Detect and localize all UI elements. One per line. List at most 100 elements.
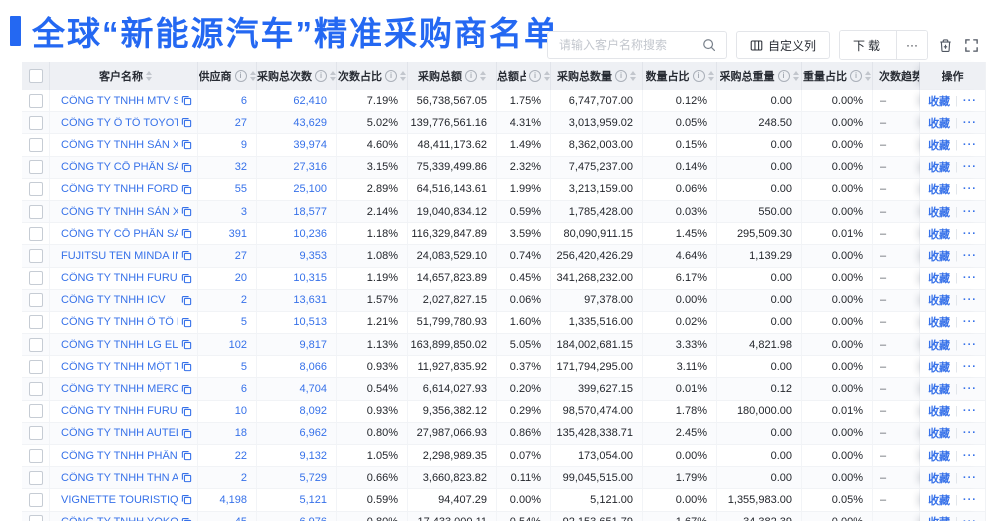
trash-icon[interactable]: [937, 37, 954, 54]
row-more-button[interactable]: ···: [962, 116, 977, 129]
sort-icon[interactable]: [400, 71, 406, 81]
row-more-button[interactable]: ···: [962, 427, 977, 440]
row-more-button[interactable]: ···: [962, 449, 977, 462]
column-header-8[interactable]: 采购总重量 i: [717, 62, 802, 90]
row-more-button[interactable]: ···: [962, 138, 977, 151]
purchase-count-cell[interactable]: 13,631: [257, 289, 337, 311]
row-more-button[interactable]: ···: [962, 161, 977, 174]
column-header-7[interactable]: 数量占比 i: [643, 62, 717, 90]
favorite-button[interactable]: 收藏: [928, 273, 951, 286]
row-checkbox[interactable]: [28, 359, 43, 374]
row-checkbox[interactable]: [28, 115, 43, 130]
copy-icon[interactable]: [181, 184, 192, 195]
purchase-count-cell[interactable]: 6,976: [257, 511, 337, 521]
copy-icon[interactable]: [181, 428, 192, 439]
purchase-count-cell[interactable]: 5,121: [257, 489, 337, 511]
suppliers-cell[interactable]: 3: [198, 200, 257, 223]
row-checkbox[interactable]: [28, 515, 43, 521]
row-checkbox[interactable]: [28, 315, 43, 330]
purchase-count-cell[interactable]: 9,132: [257, 445, 337, 467]
row-checkbox[interactable]: [28, 182, 43, 197]
purchase-count-cell[interactable]: 4,704: [257, 378, 337, 400]
purchase-count-cell[interactable]: 18,577: [257, 200, 337, 223]
row-checkbox[interactable]: [28, 160, 43, 175]
search-input[interactable]: [556, 37, 679, 53]
customer-name-link[interactable]: CÔNG TY TNHH MỘT THÀNH V...: [61, 360, 178, 373]
column-header-6[interactable]: 采购总数量 i: [551, 62, 643, 90]
customer-name-link[interactable]: CÔNG TY TNHH MTV SẢN XUẤ...: [61, 94, 178, 107]
purchase-count-cell[interactable]: 9,353: [257, 245, 337, 267]
row-more-button[interactable]: ···: [962, 294, 977, 307]
suppliers-cell[interactable]: 18: [198, 422, 257, 444]
customer-name-link[interactable]: CÔNG TY TNHH THN AUTOPAR...: [61, 471, 178, 484]
row-checkbox[interactable]: [28, 337, 43, 352]
copy-icon[interactable]: [181, 139, 192, 150]
copy-icon[interactable]: [181, 273, 192, 284]
customer-name-link[interactable]: CÔNG TY CỔ PHẦN SẢN XUẤT...: [61, 227, 178, 240]
customer-name-link[interactable]: CÔNG TY TNHH PHÂN PHỐI T...: [61, 449, 178, 462]
favorite-button[interactable]: 收藏: [928, 228, 951, 241]
purchase-count-cell[interactable]: 10,513: [257, 311, 337, 334]
select-all-checkbox[interactable]: [28, 69, 43, 83]
suppliers-cell[interactable]: 20: [198, 267, 257, 289]
row-checkbox[interactable]: [28, 448, 43, 463]
column-header-9[interactable]: 重量占比 i: [802, 62, 873, 90]
sort-icon[interactable]: [249, 71, 256, 81]
toolbar-more-button[interactable]: ···: [896, 31, 927, 59]
copy-icon[interactable]: [181, 228, 192, 239]
row-more-button[interactable]: ···: [962, 249, 977, 262]
favorite-button[interactable]: 收藏: [928, 339, 951, 352]
customer-name-link[interactable]: CÔNG TY TNHH YOKOWO VIỆT...: [61, 516, 178, 521]
row-checkbox[interactable]: [28, 226, 43, 241]
row-checkbox[interactable]: [28, 204, 43, 219]
copy-icon[interactable]: [181, 162, 192, 173]
row-more-button[interactable]: ···: [962, 94, 977, 107]
favorite-button[interactable]: 收藏: [928, 95, 951, 108]
favorite-button[interactable]: 收藏: [928, 250, 951, 263]
customize-columns-button[interactable]: 自定义列: [735, 31, 830, 59]
suppliers-cell[interactable]: 27: [198, 245, 257, 267]
row-checkbox[interactable]: [28, 382, 43, 397]
favorite-button[interactable]: 收藏: [928, 494, 951, 507]
download-button[interactable]: 下载: [839, 31, 896, 59]
sort-icon[interactable]: [865, 71, 871, 81]
customer-name-link[interactable]: FUJITSU TEN MINDA INDIA PVT...: [61, 249, 178, 262]
copy-icon[interactable]: [181, 339, 192, 350]
row-more-button[interactable]: ···: [962, 360, 977, 373]
row-more-button[interactable]: ···: [962, 183, 977, 196]
customer-name-link[interactable]: CÔNG TY TNHH FURUKAWA A...: [61, 272, 178, 285]
purchase-count-cell[interactable]: 25,100: [257, 178, 337, 200]
row-checkbox[interactable]: [28, 426, 43, 441]
purchase-count-cell[interactable]: 8,066: [257, 356, 337, 378]
row-more-button[interactable]: ···: [962, 338, 977, 351]
row-more-button[interactable]: ···: [962, 227, 977, 240]
purchase-count-cell[interactable]: 39,974: [257, 134, 337, 156]
row-more-button[interactable]: ···: [962, 471, 977, 484]
row-more-button[interactable]: ···: [962, 316, 977, 329]
row-more-button[interactable]: ···: [962, 493, 977, 506]
customer-name-link[interactable]: CÔNG TY TNHH AUTEL VIỆT N...: [61, 427, 178, 440]
customer-name-link[interactable]: CÔNG TY TNHH FURUKAWA A...: [61, 405, 178, 418]
purchase-count-cell[interactable]: 9,817: [257, 334, 337, 356]
copy-icon[interactable]: [181, 494, 192, 505]
suppliers-cell[interactable]: 6: [198, 90, 257, 112]
purchase-count-cell[interactable]: 10,236: [257, 223, 337, 245]
row-more-button[interactable]: ···: [962, 405, 977, 418]
suppliers-cell[interactable]: 5: [198, 311, 257, 334]
suppliers-cell[interactable]: 6: [198, 378, 257, 400]
suppliers-cell[interactable]: 45: [198, 511, 257, 521]
customer-name-link[interactable]: CÔNG TY TNHH Ô TÔ MITSUBI...: [61, 316, 178, 329]
sort-icon[interactable]: [544, 71, 550, 81]
favorite-button[interactable]: 收藏: [928, 384, 951, 397]
column-header-5[interactable]: 总额占比i: [497, 62, 551, 90]
column-header-10[interactable]: 次数趋势: [873, 62, 920, 90]
purchase-count-cell[interactable]: 5,729: [257, 467, 337, 489]
copy-icon[interactable]: [181, 384, 192, 395]
favorite-button[interactable]: 收藏: [928, 117, 951, 130]
suppliers-cell[interactable]: 22: [198, 445, 257, 467]
column-header-4[interactable]: 采购总额 i: [408, 62, 497, 90]
copy-icon[interactable]: [181, 406, 192, 417]
suppliers-cell[interactable]: 32: [198, 156, 257, 178]
column-header-2[interactable]: 采购总次数 i: [257, 62, 337, 90]
suppliers-cell[interactable]: 2: [198, 289, 257, 311]
